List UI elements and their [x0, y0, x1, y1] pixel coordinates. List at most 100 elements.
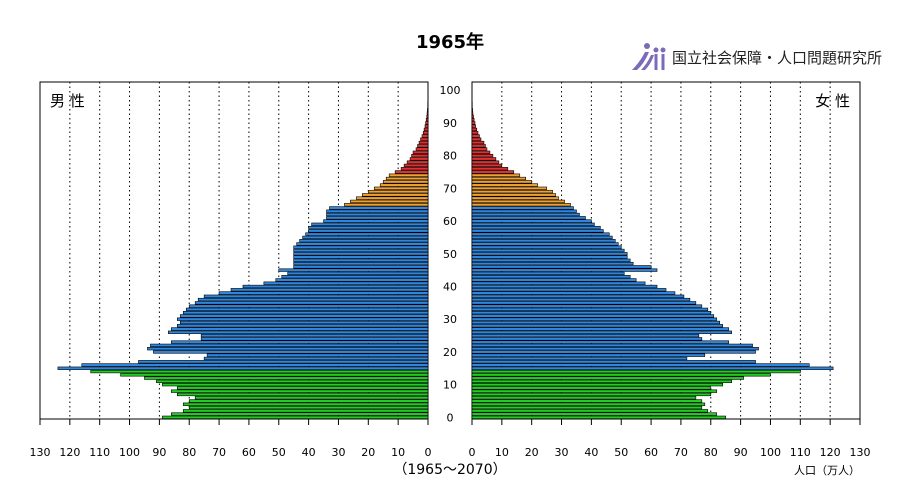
female-bar — [471, 235, 613, 240]
male-bar — [385, 176, 429, 181]
male-bar — [281, 275, 429, 279]
female-bar — [471, 137, 482, 141]
female-bar — [471, 356, 688, 361]
male-x-tick-label: 120 — [59, 446, 80, 459]
female-x-tick-label: 100 — [760, 446, 781, 459]
male-bar — [415, 147, 429, 151]
male-bar — [293, 248, 429, 253]
male-bar — [411, 153, 429, 158]
unit-label: 人口（万人） — [794, 464, 860, 477]
female-bar — [471, 271, 625, 276]
female-bar — [471, 278, 637, 282]
male-bar — [406, 160, 429, 164]
female-bar — [471, 330, 732, 334]
female-bar — [471, 229, 604, 233]
male-bar — [81, 363, 429, 367]
female-bar — [471, 144, 486, 148]
female-bar — [471, 340, 729, 344]
male-bar — [368, 189, 429, 194]
female-bar — [471, 173, 521, 177]
female-bar — [471, 265, 652, 269]
male-bar — [182, 402, 429, 406]
male-bar — [427, 108, 429, 112]
male-bar — [344, 203, 429, 207]
female-x-tick-label: 110 — [790, 446, 811, 459]
female-bar — [471, 212, 580, 217]
male-bar — [188, 399, 429, 403]
age-tick-label: 70 — [443, 182, 457, 195]
female-x-tick-label: 10 — [495, 446, 509, 459]
male-x-tick-label: 110 — [89, 446, 110, 459]
female-bar — [471, 121, 476, 125]
male-x-tick-label: 0 — [425, 446, 432, 459]
male-bar — [421, 134, 429, 138]
female-x-tick-label: 60 — [644, 446, 658, 459]
female-bar — [471, 405, 703, 410]
male-bar — [426, 111, 429, 115]
female-bar — [471, 134, 480, 138]
female-bar — [471, 209, 577, 213]
female-x-tick-label: 30 — [555, 446, 569, 459]
male-bar — [200, 337, 429, 341]
male-bar — [362, 193, 429, 197]
female-bar — [471, 180, 532, 184]
male-bar — [293, 255, 429, 259]
bars — [57, 101, 834, 420]
male-x-tick-label: 50 — [272, 446, 286, 459]
female-bar — [471, 239, 616, 243]
female-bar — [471, 153, 494, 158]
male-bar — [153, 350, 429, 354]
male-bar — [323, 219, 429, 223]
male-bar — [379, 183, 429, 187]
female-bar — [471, 311, 712, 315]
female-x-tick-label: 80 — [704, 446, 718, 459]
female-bar — [471, 252, 628, 256]
female-bar — [471, 360, 756, 364]
female-bar — [471, 386, 712, 390]
male-bar — [176, 324, 429, 328]
male-bar — [182, 311, 429, 315]
male-bar — [388, 173, 429, 177]
female-bar — [471, 203, 571, 207]
male-bar — [200, 333, 429, 338]
female-x-tick-label: 40 — [584, 446, 598, 459]
age-tick-label: 20 — [443, 346, 457, 359]
axis-ticks: 0 0 10 10 20 20 30 30 40 40 50 50 60 60 70 70 80 80 90 90 10… — [30, 84, 871, 459]
female-bar — [471, 176, 527, 181]
male-bar — [188, 304, 429, 308]
male-bar — [422, 131, 429, 135]
male-bar — [185, 307, 429, 312]
male-x-tick-label: 30 — [331, 446, 345, 459]
male-bar — [418, 140, 429, 145]
male-bar — [179, 320, 429, 325]
age-tick-label: 30 — [443, 313, 457, 326]
male-bar — [305, 232, 429, 236]
female-bar — [471, 117, 475, 122]
male-bar — [308, 225, 429, 230]
male-bar — [120, 373, 429, 377]
female-bar — [471, 415, 726, 420]
male-bar — [420, 137, 429, 141]
age-tick-label: 40 — [443, 280, 457, 293]
male-bar — [424, 124, 429, 128]
male-bar — [179, 314, 429, 318]
female-bar — [471, 396, 697, 400]
female-bar — [471, 183, 538, 187]
female-bar — [471, 307, 709, 312]
male-x-tick-label: 70 — [212, 446, 226, 459]
female-bar — [471, 297, 691, 302]
female-bar — [471, 167, 509, 171]
female-bar — [471, 379, 732, 384]
male-x-tick-label: 40 — [302, 446, 316, 459]
male-bar — [287, 271, 429, 276]
male-bar — [218, 291, 429, 295]
male-bar — [329, 206, 429, 210]
male-bar — [426, 114, 429, 118]
male-bar — [275, 278, 429, 282]
age-tick-label: 10 — [443, 379, 457, 392]
female-x-tick-label: 50 — [614, 446, 628, 459]
female-bar — [471, 242, 619, 246]
female-x-tick-label: 120 — [820, 446, 841, 459]
female-bar — [471, 150, 491, 154]
male-bar — [150, 343, 429, 348]
